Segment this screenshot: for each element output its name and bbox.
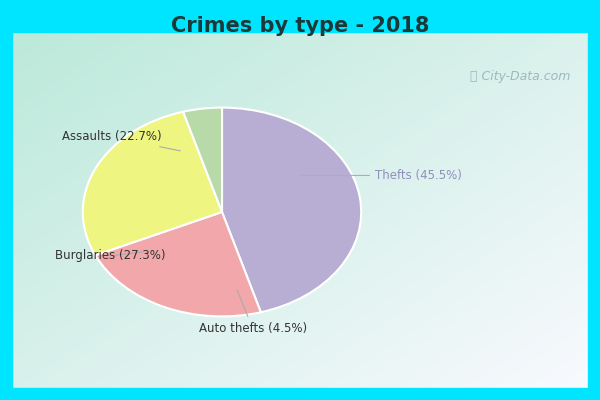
Text: Auto thefts (4.5%): Auto thefts (4.5%) xyxy=(199,290,307,335)
Text: Burglaries (27.3%): Burglaries (27.3%) xyxy=(55,249,166,262)
Text: Assaults (22.7%): Assaults (22.7%) xyxy=(62,130,181,151)
Wedge shape xyxy=(95,212,261,316)
Text: Crimes by type - 2018: Crimes by type - 2018 xyxy=(171,16,429,36)
Wedge shape xyxy=(222,108,361,312)
Text: ⓘ City-Data.com: ⓘ City-Data.com xyxy=(470,70,570,83)
Wedge shape xyxy=(83,112,222,255)
Text: Thefts (45.5%): Thefts (45.5%) xyxy=(301,169,462,182)
Wedge shape xyxy=(183,108,222,212)
